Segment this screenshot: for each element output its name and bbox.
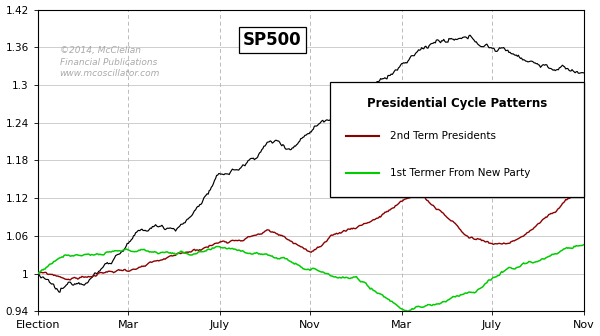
Text: 2nd Term Presidents: 2nd Term Presidents: [390, 131, 496, 141]
Text: SP500: SP500: [243, 31, 302, 49]
FancyBboxPatch shape: [330, 82, 584, 197]
Text: ©2014, McClellan
Financial Publications
www.mcoscillator.com: ©2014, McClellan Financial Publications …: [59, 46, 160, 78]
Text: 1st Termer From New Party: 1st Termer From New Party: [390, 168, 530, 177]
Text: Presidential Cycle Patterns: Presidential Cycle Patterns: [367, 97, 547, 110]
